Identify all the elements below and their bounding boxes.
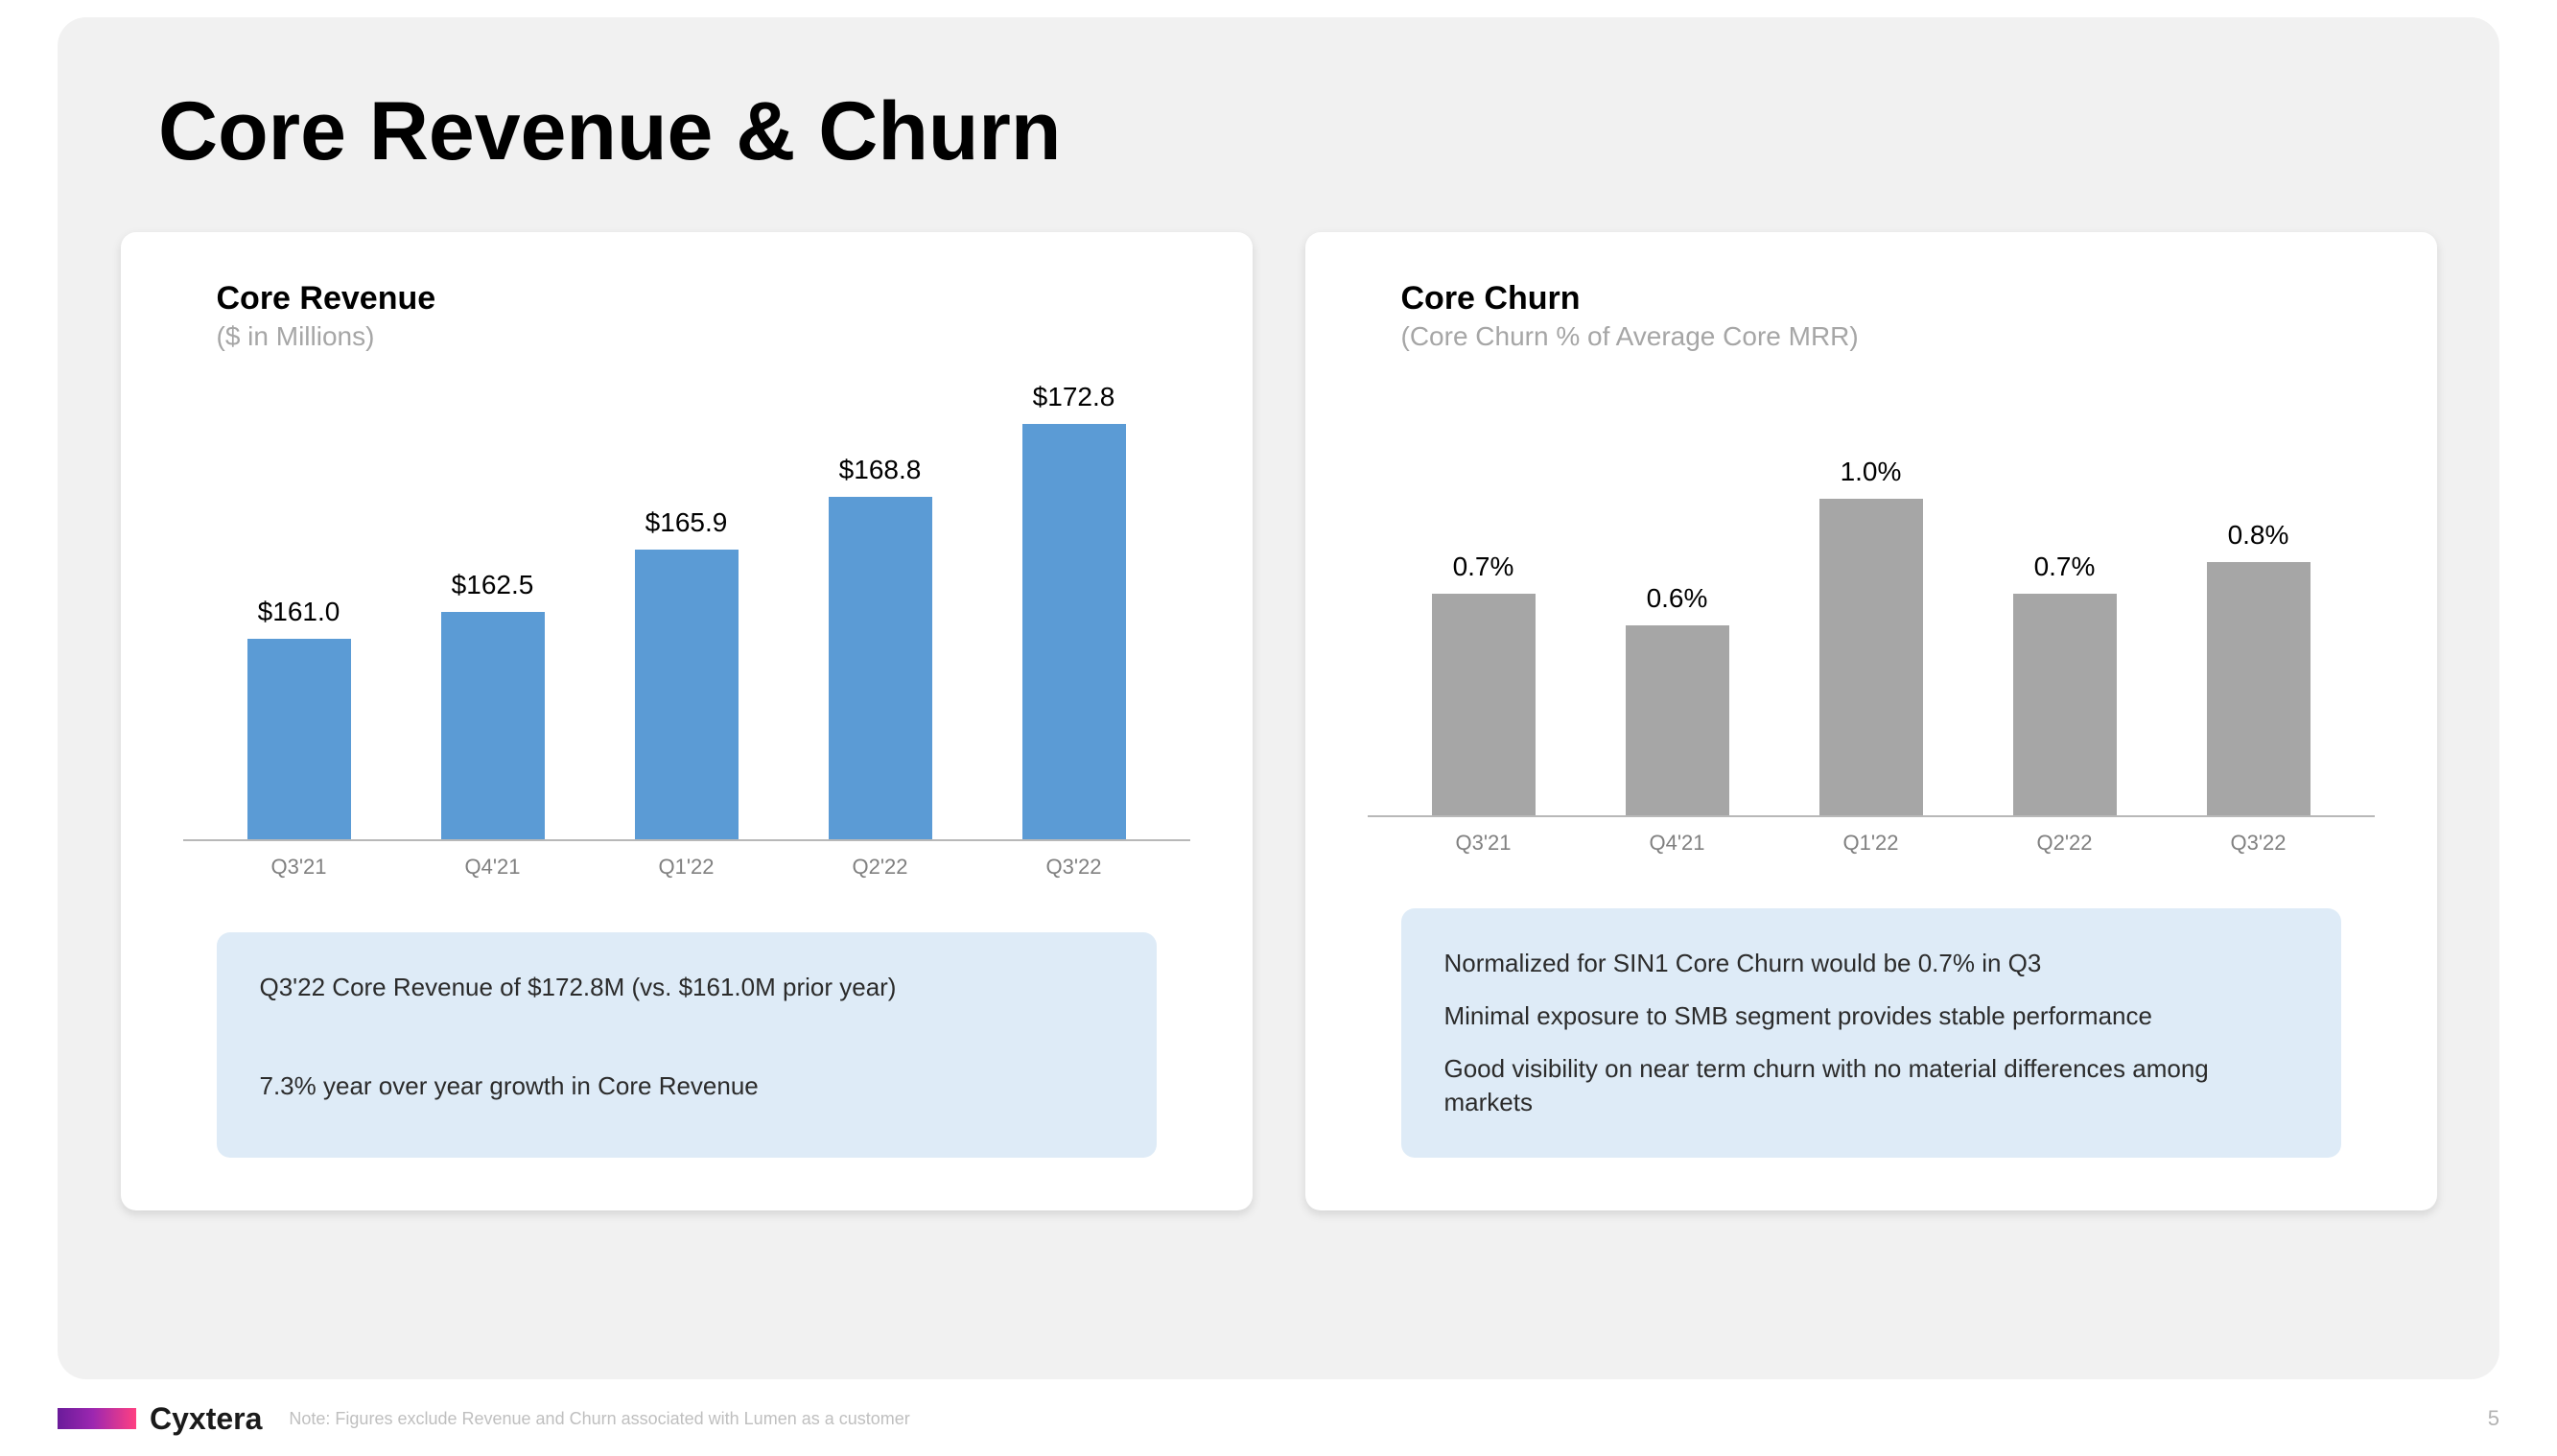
- bar-value-label: $165.9: [645, 507, 728, 538]
- category-label: Q4'21: [411, 855, 575, 880]
- bar: [635, 550, 739, 839]
- category-label: Q3'21: [1402, 831, 1565, 856]
- category-label: Q2'22: [1983, 831, 2146, 856]
- slide-container: Core Revenue & Churn Core Revenue ($ in …: [58, 17, 2499, 1379]
- revenue-notes-box: Q3'22 Core Revenue of $172.8M (vs. $161.…: [217, 932, 1157, 1158]
- category-label: Q3'21: [218, 855, 381, 880]
- note-line: Good visibility on near term churn with …: [1444, 1052, 2298, 1119]
- churn-notes-box: Normalized for SIN1 Core Churn would be …: [1401, 908, 2341, 1158]
- churn-category-row: Q3'21 Q4'21 Q1'22 Q2'22 Q3'22: [1368, 831, 2375, 856]
- bar: [1626, 625, 1729, 815]
- footer: Cyxtera Note: Figures exclude Revenue an…: [58, 1398, 2499, 1439]
- bar-wrap: 0.7%: [1983, 552, 2146, 815]
- bar-wrap: $165.9: [605, 507, 768, 839]
- bar-wrap: 0.8%: [2177, 520, 2340, 815]
- bar: [829, 497, 932, 839]
- bar: [441, 612, 545, 840]
- churn-chart-area: 0.7% 0.6% 1.0% 0.7% 0.8%: [1368, 410, 2375, 817]
- logo-swoosh-icon: [58, 1408, 136, 1429]
- note-line: Normalized for SIN1 Core Churn would be …: [1444, 947, 2298, 980]
- bar-value-label: $162.5: [452, 570, 534, 600]
- page-number: 5: [2488, 1406, 2499, 1431]
- bar-wrap: 1.0%: [1790, 457, 1953, 815]
- bar-value-label: $161.0: [258, 597, 340, 627]
- bar-value-label: 1.0%: [1841, 457, 1902, 487]
- bar: [1022, 424, 1126, 839]
- category-label: Q4'21: [1596, 831, 1759, 856]
- panels-row: Core Revenue ($ in Millions) $161.0 $162.…: [115, 232, 2442, 1210]
- page-title: Core Revenue & Churn: [158, 84, 2442, 179]
- bar: [2013, 594, 2117, 815]
- revenue-chart-title: Core Revenue: [217, 280, 1190, 317]
- note-line: Q3'22 Core Revenue of $172.8M (vs. $161.…: [260, 971, 1114, 1004]
- bar-wrap: $172.8: [993, 382, 1156, 839]
- bar-value-label: 0.6%: [1647, 583, 1708, 614]
- revenue-chart-area: $161.0 $162.5 $165.9 $168.8 $172.8: [183, 362, 1190, 841]
- churn-panel: Core Churn (Core Churn % of Average Core…: [1305, 232, 2437, 1210]
- note-line: 7.3% year over year growth in Core Reven…: [260, 1069, 1114, 1103]
- bar-value-label: 0.7%: [1453, 552, 1514, 582]
- category-label: Q3'22: [2177, 831, 2340, 856]
- bar-value-label: $172.8: [1033, 382, 1115, 412]
- bar: [1819, 499, 1923, 815]
- category-label: Q2'22: [799, 855, 962, 880]
- category-label: Q3'22: [993, 855, 1156, 880]
- bar-wrap: $161.0: [218, 597, 381, 839]
- bar: [247, 639, 351, 839]
- category-label: Q1'22: [1790, 831, 1953, 856]
- bar: [2207, 562, 2311, 815]
- note-spacer: [260, 1023, 1114, 1069]
- bar-value-label: 0.7%: [2034, 552, 2096, 582]
- churn-chart-subtitle: (Core Churn % of Average Core MRR): [1401, 321, 2375, 352]
- footnote-text: Note: Figures exclude Revenue and Churn …: [289, 1409, 2487, 1429]
- bar-value-label: $168.8: [839, 455, 922, 485]
- category-label: Q1'22: [605, 855, 768, 880]
- bar-value-label: 0.8%: [2228, 520, 2289, 551]
- churn-chart-title: Core Churn: [1401, 280, 2375, 317]
- bar-wrap: $168.8: [799, 455, 962, 839]
- logo-text: Cyxtera: [150, 1401, 262, 1437]
- revenue-chart-subtitle: ($ in Millions): [217, 321, 1190, 352]
- bar-wrap: 0.6%: [1596, 583, 1759, 815]
- revenue-category-row: Q3'21 Q4'21 Q1'22 Q2'22 Q3'22: [183, 855, 1190, 880]
- note-line: Minimal exposure to SMB segment provides…: [1444, 999, 2298, 1033]
- revenue-panel: Core Revenue ($ in Millions) $161.0 $162.…: [121, 232, 1253, 1210]
- bar-wrap: $162.5: [411, 570, 575, 840]
- bar: [1432, 594, 1536, 815]
- bar-wrap: 0.7%: [1402, 552, 1565, 815]
